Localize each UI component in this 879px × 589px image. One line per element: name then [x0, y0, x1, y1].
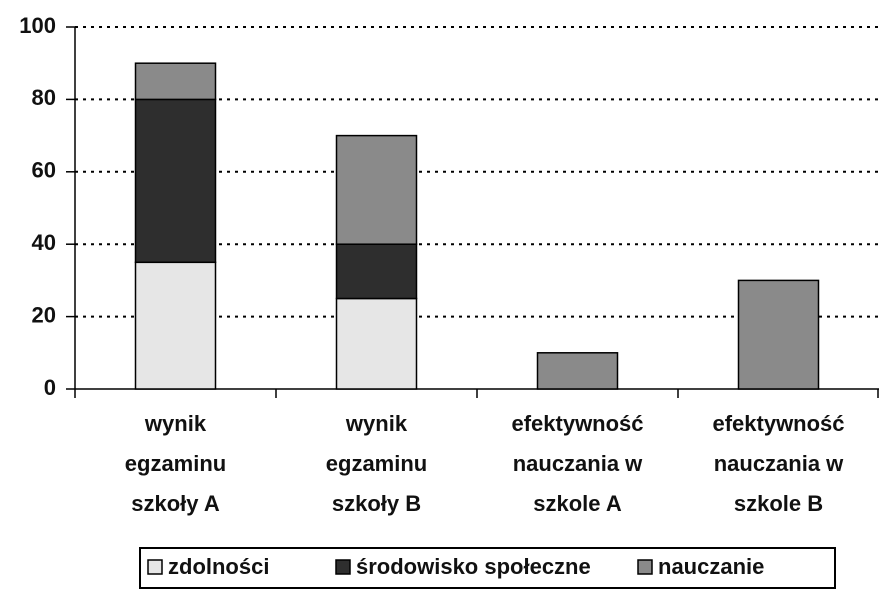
legend-label: środowisko społeczne	[356, 554, 591, 579]
bar-segment	[134, 261, 217, 390]
bar-segment	[134, 62, 217, 101]
y-tick-label: 40	[32, 230, 56, 255]
y-tick-label: 80	[32, 85, 56, 110]
y-tick-label: 100	[19, 13, 56, 38]
legend-label: nauczanie	[658, 554, 764, 579]
y-tick-label: 0	[44, 375, 56, 400]
bar-segment	[134, 98, 217, 264]
x-tick-label: wynik egzaminu szkoły B	[326, 411, 427, 516]
bar-segment	[335, 243, 418, 300]
legend-marker	[147, 559, 163, 575]
legend-marker	[637, 559, 653, 575]
y-tick-label: 20	[32, 302, 56, 327]
bar-segment	[536, 352, 619, 390]
y-tick-label: 60	[32, 158, 56, 183]
bar-segment	[737, 279, 820, 390]
bar-segment	[335, 297, 418, 390]
legend-label: zdolności	[168, 554, 269, 579]
bar-segment	[335, 134, 418, 245]
x-tick-label: efektywność nauczania w szkole A	[511, 411, 643, 516]
x-tick-label: efektywność nauczania w szkole B	[712, 411, 844, 516]
legend-marker	[335, 559, 351, 575]
legend-box	[139, 547, 836, 589]
x-tick-label: wynik egzaminu szkoły A	[125, 411, 226, 516]
